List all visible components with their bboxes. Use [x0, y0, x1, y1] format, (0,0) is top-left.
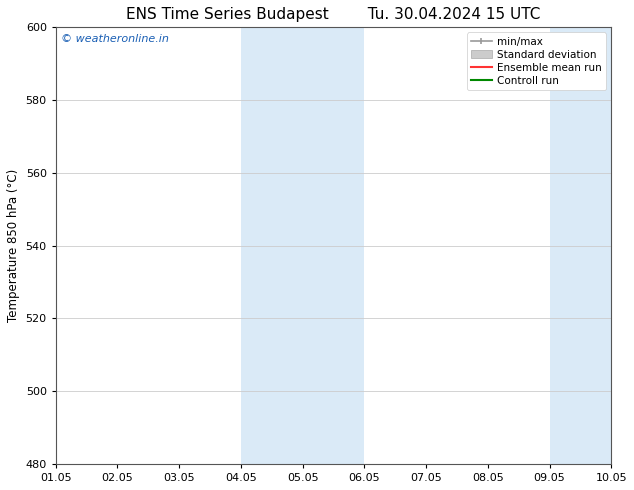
Text: © weatheronline.in: © weatheronline.in: [61, 34, 169, 44]
Title: ENS Time Series Budapest        Tu. 30.04.2024 15 UTC: ENS Time Series Budapest Tu. 30.04.2024 …: [126, 7, 541, 22]
Bar: [241, 27, 365, 464]
Legend: min/max, Standard deviation, Ensemble mean run, Controll run: min/max, Standard deviation, Ensemble me…: [467, 32, 606, 90]
Bar: [550, 27, 634, 464]
Y-axis label: Temperature 850 hPa (°C): Temperature 850 hPa (°C): [7, 169, 20, 322]
